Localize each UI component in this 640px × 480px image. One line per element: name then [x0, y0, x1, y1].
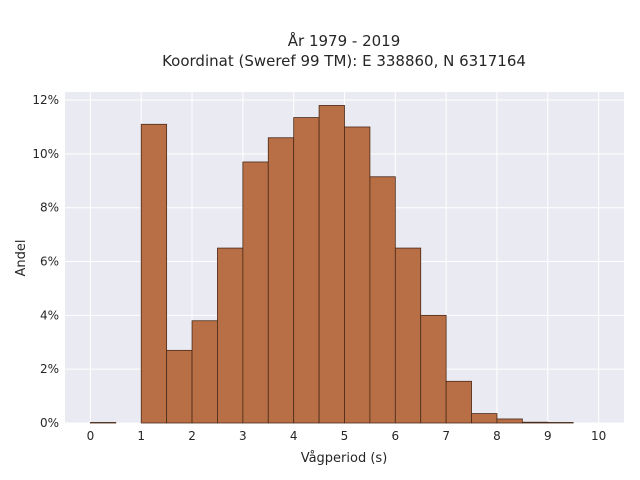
histogram-bar [217, 247, 244, 424]
histogram-bar [394, 247, 422, 424]
bars [90, 105, 574, 424]
chart-title-line-2: Koordinat (Sweref 99 TM): E 338860, N 63… [162, 52, 526, 70]
y-tick-label: 4% [40, 308, 59, 322]
x-tick-label: 8 [493, 429, 501, 443]
histogram-bar [140, 123, 168, 424]
histogram-bar [496, 418, 523, 424]
histogram-bar [445, 380, 472, 424]
histogram-bar [166, 349, 193, 424]
histogram-bar [420, 314, 447, 424]
y-tick-label: 0% [40, 416, 59, 430]
histogram-bar [293, 117, 320, 424]
x-tick-label: 0 [87, 429, 95, 443]
x-tick-label: 4 [290, 429, 298, 443]
tick-labels: 0 1 2 3 4 5 6 7 8 9 10 0% 2% 4% 6% 8% 10% 12% [32, 93, 606, 443]
y-tick-label: 8% [40, 201, 59, 215]
histogram-bar [90, 422, 117, 424]
y-tick-label: 2% [40, 362, 59, 376]
histogram-bar [547, 422, 574, 424]
histogram-bar [242, 161, 269, 424]
x-tick-label: 3 [239, 429, 247, 443]
y-tick-label: 10% [32, 147, 59, 161]
y-tick-label: 6% [40, 255, 59, 269]
y-axis-label: Andel [14, 240, 29, 277]
x-tick-label: 2 [188, 429, 196, 443]
x-tick-label: 10 [591, 429, 606, 443]
histogram-bar [369, 176, 396, 424]
histogram-bar [521, 421, 549, 424]
x-tick-label: 1 [137, 429, 145, 443]
y-tick-label: 12% [32, 93, 59, 107]
x-tick-label: 7 [442, 429, 450, 443]
histogram-bar [318, 105, 345, 424]
histogram-bar [191, 320, 218, 424]
histogram-bar [344, 126, 371, 424]
histogram-bar [471, 413, 498, 424]
x-axis-label: Vågperiod (s) [301, 451, 388, 466]
x-tick-label: 5 [341, 429, 349, 443]
x-tick-label: 6 [391, 429, 399, 443]
chart-title-line-1: År 1979 - 2019 [288, 31, 401, 50]
histogram-bar [267, 137, 295, 424]
x-tick-label: 9 [544, 429, 552, 443]
